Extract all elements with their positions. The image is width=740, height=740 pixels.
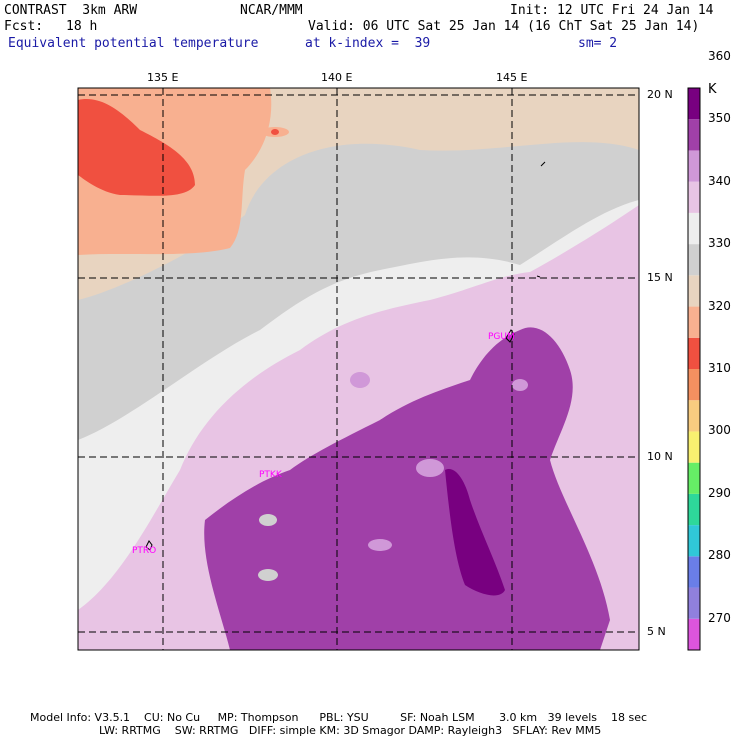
colorbar-label: 330 — [708, 236, 731, 251]
colorbar-swatch — [688, 400, 700, 432]
lat-label-20: 20 N — [647, 88, 673, 101]
site-ptkk: PTKK — [259, 470, 282, 480]
site-pgum: PGUM — [488, 332, 515, 342]
colorbar-swatch — [688, 88, 700, 120]
graticule — [78, 88, 639, 650]
colorbar-swatch — [688, 431, 700, 463]
lat-label-15: 15 N — [647, 271, 673, 284]
model-info-line1: Model Info: V3.5.1 CU: No Cu MP: Thompso… — [30, 711, 648, 724]
level-info: at k-index = 39 — [305, 36, 431, 51]
theta-e-field — [78, 88, 639, 650]
model-title: CONTRAST 3km ARW — [4, 3, 138, 18]
colorbar-label: 360 — [708, 48, 731, 63]
site-ptro: PTRO — [132, 546, 157, 556]
field-name: Equivalent potential temperature — [8, 36, 259, 51]
colorbar-swatch — [688, 587, 700, 619]
colorbar-swatch — [688, 493, 700, 526]
init-time: Init: 12 UTC Fri 24 Jan 14 — [510, 3, 714, 18]
colorbar-label: 280 — [708, 548, 731, 563]
colorbar-label: 270 — [708, 610, 731, 625]
org-label: NCAR/MMM — [240, 3, 303, 18]
smoothing-info: sm= 2 — [578, 36, 618, 51]
colorbar-swatch — [688, 556, 700, 588]
colorbar-label: 350 — [708, 111, 731, 126]
lon-label-140: 140 E — [321, 71, 353, 84]
colorbar-swatch — [688, 119, 700, 151]
lat-label-5: 5 N — [647, 625, 666, 638]
colorbar-frame — [687, 87, 701, 651]
forecast-hour: 18 h — [66, 19, 98, 34]
colorbar — [687, 87, 701, 651]
colorbar-swatch — [688, 244, 700, 276]
colorbar-unit: K — [708, 82, 717, 97]
coastlines — [145, 161, 546, 551]
colorbar-swatch — [688, 181, 700, 213]
colorbar-swatch — [688, 306, 700, 338]
colorbar-label: 320 — [708, 298, 731, 313]
model-info-line2: LW: RRTMG SW: RRTMG DIFF: simple KM: 3D … — [99, 724, 602, 737]
lat-label-10: 10 N — [647, 450, 673, 463]
colorbar-swatch — [688, 462, 700, 494]
colorbar-label: 310 — [708, 361, 731, 375]
valid-time: Valid: 06 UTC Sat 25 Jan 14 (16 ChT Sat … — [308, 19, 700, 34]
colorbar-swatch — [688, 618, 700, 650]
lon-label-145: 145 E — [496, 71, 528, 84]
colorbar-label: 340 — [708, 173, 731, 188]
colorbar-swatch — [688, 275, 700, 307]
colorbar-swatch — [688, 212, 700, 245]
colorbar-label: 290 — [708, 485, 731, 500]
colorbar-swatch — [688, 525, 700, 557]
lon-label-135: 135 E — [147, 71, 179, 84]
colorbar-swatch — [688, 369, 700, 401]
colorbar-swatch — [688, 337, 700, 369]
colorbar-label: 300 — [708, 423, 731, 438]
forecast-label: Fcst: — [4, 19, 44, 34]
colorbar-swatch — [688, 150, 700, 182]
